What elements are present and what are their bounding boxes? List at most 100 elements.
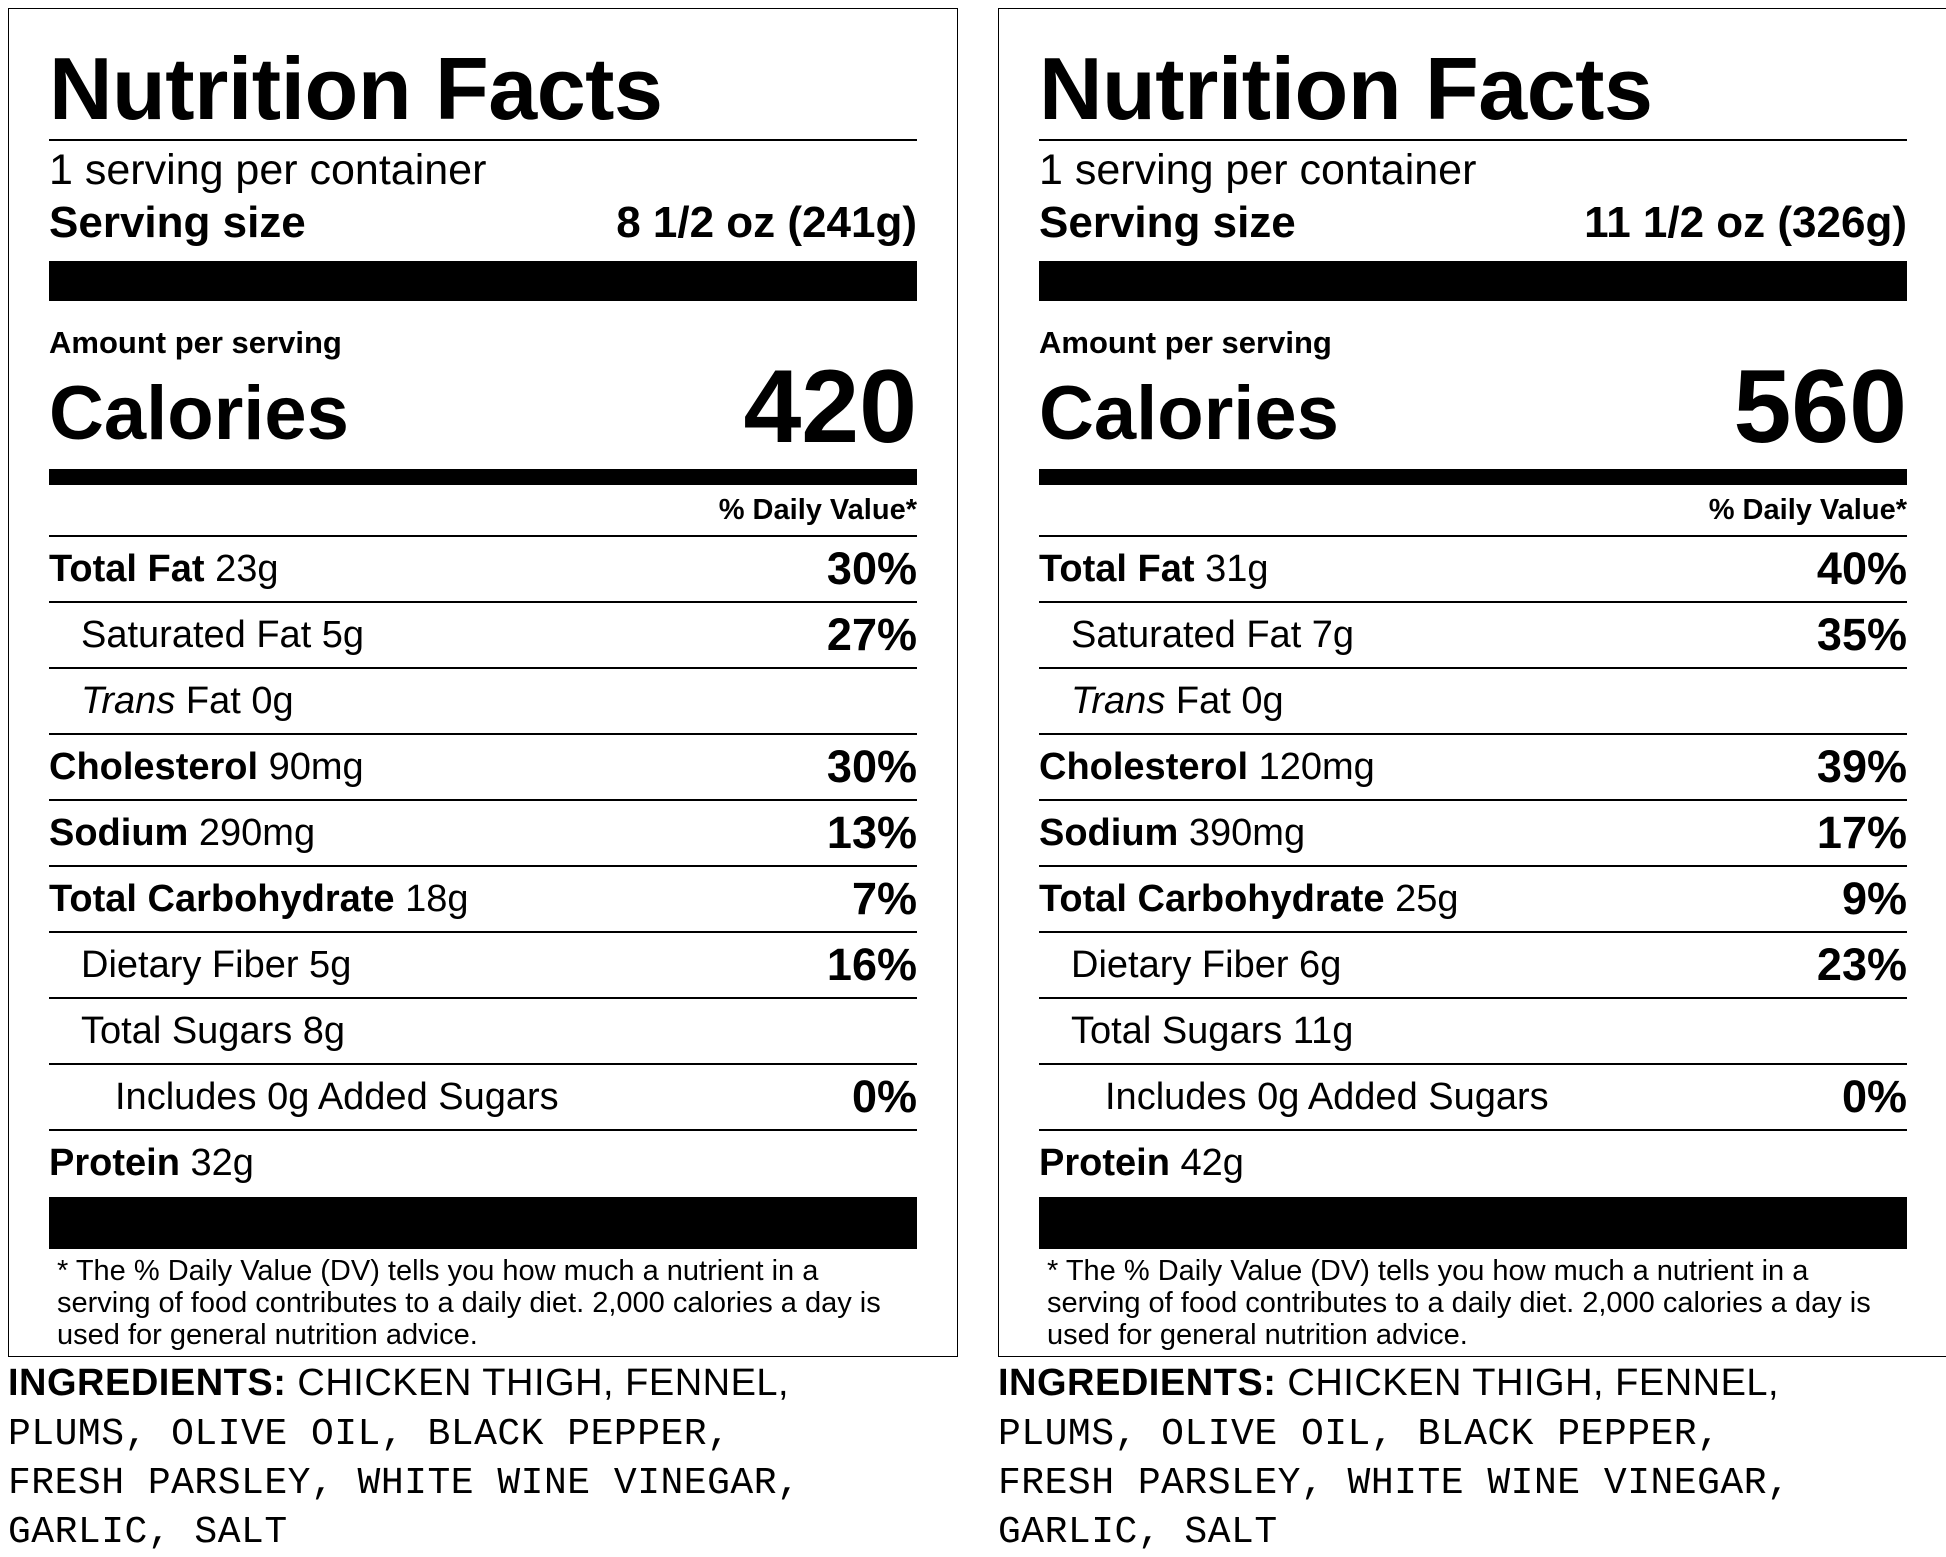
nutrient-row-total-fat: Total Fat 23g 30% [49, 535, 917, 601]
medium-divider [49, 469, 917, 485]
nutrient-label: Saturated Fat 5g [81, 613, 365, 656]
nutrition-facts-panel: Nutrition Facts 1 serving per container … [8, 8, 958, 1357]
ingredients-line: FRESH PARSLEY, WHITE WINE VINEGAR, [998, 1462, 1791, 1505]
calories-row: Calories 560 [1039, 355, 1907, 459]
nutrient-row-dietary-fiber: Dietary Fiber 6g 23% [1039, 931, 1907, 997]
nutrient-amount: 18g [394, 877, 469, 920]
ingredients-list: INGREDIENTS: CHICKEN THIGH, FENNEL, PLUM… [998, 1359, 1946, 1557]
title-divider [49, 139, 917, 141]
ingredients-line: FRESH PARSLEY, WHITE WINE VINEGAR, [8, 1462, 801, 1505]
nutrient-label: Fat 0g [1165, 679, 1284, 722]
nutrient-amount: 90mg [258, 745, 364, 788]
nutrient-label: Includes 0g Added Sugars [115, 1075, 559, 1118]
calories-label: Calories [49, 371, 349, 456]
nutrient-row-trans-fat: Trans Fat 0g [1039, 667, 1907, 733]
nutrient-row-cholesterol: Cholesterol 90mg 30% [49, 733, 917, 799]
calories-row: Calories 420 [49, 355, 917, 459]
daily-value-header: % Daily Value* [1708, 494, 1907, 526]
nutrient-row-saturated-fat: Saturated Fat 7g 35% [1039, 601, 1907, 667]
nutrient-label: Cholesterol [1039, 745, 1249, 788]
nutrient-row-total-sugars: Total Sugars 8g [49, 997, 917, 1063]
ingredients-line: GARLIC, SALT [998, 1511, 1278, 1554]
nutrient-row-trans-fat: Trans Fat 0g [49, 667, 917, 733]
serving-size-value: 8 1/2 oz (241g) [616, 198, 917, 247]
nutrient-daily-value: 13% [826, 807, 917, 858]
nutrient-label: Total Sugars 8g [81, 1009, 346, 1052]
nutrient-row-total-fat: Total Fat 31g 40% [1039, 535, 1907, 601]
ingredients-label: INGREDIENTS: [8, 1362, 287, 1404]
nutrient-daily-value: 39% [1816, 741, 1907, 792]
nutrient-row-saturated-fat: Saturated Fat 5g 27% [49, 601, 917, 667]
nutrient-daily-value: 27% [826, 609, 917, 660]
nutrient-row-protein: Protein 32g [49, 1129, 917, 1195]
ingredients-line: PLUMS, OLIVE OIL, BLACK PEPPER, [8, 1413, 731, 1456]
nutrient-label: Protein [49, 1141, 180, 1184]
nutrient-label-italic: Trans [81, 679, 176, 722]
nutrient-label: Protein [1039, 1141, 1170, 1184]
calories-label: Calories [1039, 371, 1339, 456]
title-divider [1039, 139, 1907, 141]
daily-value-footnote: * The % Daily Value (DV) tells you how m… [57, 1255, 881, 1351]
nutrient-amount: 32g [179, 1141, 254, 1184]
calories-value: 560 [1733, 349, 1907, 465]
nutrient-label: Sodium [1039, 811, 1179, 854]
medium-divider [1039, 469, 1907, 485]
serving-size-row: Serving size 8 1/2 oz (241g) [49, 195, 917, 251]
nutrient-label: Saturated Fat 7g [1071, 613, 1355, 656]
serving-size-label: Serving size [49, 198, 306, 247]
nutrition-title: Nutrition Facts [49, 39, 663, 138]
ingredients-label: INGREDIENTS: [998, 1362, 1277, 1404]
nutrient-row-sodium: Sodium 390mg 17% [1039, 799, 1907, 865]
thick-divider [49, 261, 917, 301]
nutrient-row-dietary-fiber: Dietary Fiber 5g 16% [49, 931, 917, 997]
nutrient-daily-value: 40% [1816, 543, 1907, 594]
nutrient-row-added-sugars: Includes 0g Added Sugars 0% [1039, 1063, 1907, 1129]
serving-size-value: 11 1/2 oz (326g) [1584, 198, 1907, 247]
ingredients-line: CHICKEN THIGH, FENNEL, [1276, 1362, 1780, 1404]
nutrient-daily-value: 0% [1841, 1071, 1907, 1122]
serving-size-label: Serving size [1039, 198, 1296, 247]
nutrient-label: Total Fat [49, 547, 205, 590]
serving-size-row: Serving size 11 1/2 oz (326g) [1039, 195, 1907, 251]
ingredients-line: GARLIC, SALT [8, 1511, 288, 1554]
nutrient-daily-value: 0% [851, 1071, 917, 1122]
nutrient-daily-value: 30% [826, 741, 917, 792]
nutrient-row-total-carbohydrate: Total Carbohydrate 25g 9% [1039, 865, 1907, 931]
amount-per-serving: Amount per serving [49, 325, 342, 360]
nutrient-daily-value: 30% [826, 543, 917, 594]
daily-value-footnote: * The % Daily Value (DV) tells you how m… [1047, 1255, 1871, 1351]
amount-per-serving: Amount per serving [1039, 325, 1332, 360]
nutrient-label: Includes 0g Added Sugars [1105, 1075, 1549, 1118]
thick-divider [1039, 261, 1907, 301]
servings-per-container: 1 serving per container [1039, 146, 1477, 194]
servings-per-container: 1 serving per container [49, 146, 487, 194]
bottom-divider [49, 1197, 917, 1249]
nutrient-amount: 290mg [188, 811, 316, 854]
nutrient-row-added-sugars: Includes 0g Added Sugars 0% [49, 1063, 917, 1129]
ingredients-line: PLUMS, OLIVE OIL, BLACK PEPPER, [998, 1413, 1721, 1456]
nutrient-amount: 120mg [1248, 745, 1375, 788]
nutrient-row-total-carbohydrate: Total Carbohydrate 18g 7% [49, 865, 917, 931]
nutrient-label: Cholesterol [49, 745, 259, 788]
ingredients-list: INGREDIENTS: CHICKEN THIGH, FENNEL, PLUM… [8, 1359, 958, 1557]
ingredients-line: CHICKEN THIGH, FENNEL, [286, 1362, 790, 1404]
nutrient-daily-value: 17% [1816, 807, 1907, 858]
nutrient-label: Total Carbohydrate [49, 877, 395, 920]
nutrient-label: Total Fat [1039, 547, 1195, 590]
nutrient-label-italic: Trans [1071, 679, 1166, 722]
nutrient-amount: 42g [1169, 1141, 1244, 1184]
nutrition-label-left: Nutrition Facts 1 serving per container … [8, 8, 958, 1557]
nutrient-label: Dietary Fiber 6g [1071, 943, 1342, 986]
nutrient-label: Fat 0g [175, 679, 294, 722]
daily-value-header: % Daily Value* [718, 494, 917, 526]
nutrient-label: Dietary Fiber 5g [81, 943, 352, 986]
bottom-divider [1039, 1197, 1907, 1249]
nutrient-label: Total Sugars 11g [1071, 1009, 1354, 1052]
nutrient-label: Sodium [49, 811, 189, 854]
nutrient-amount: 31g [1194, 547, 1269, 590]
nutrient-daily-value: 35% [1816, 609, 1907, 660]
nutrient-label: Total Carbohydrate [1039, 877, 1385, 920]
nutrient-amount: 390mg [1178, 811, 1306, 854]
nutrient-amount: 25g [1384, 877, 1459, 920]
nutrient-amount: 23g [204, 547, 279, 590]
